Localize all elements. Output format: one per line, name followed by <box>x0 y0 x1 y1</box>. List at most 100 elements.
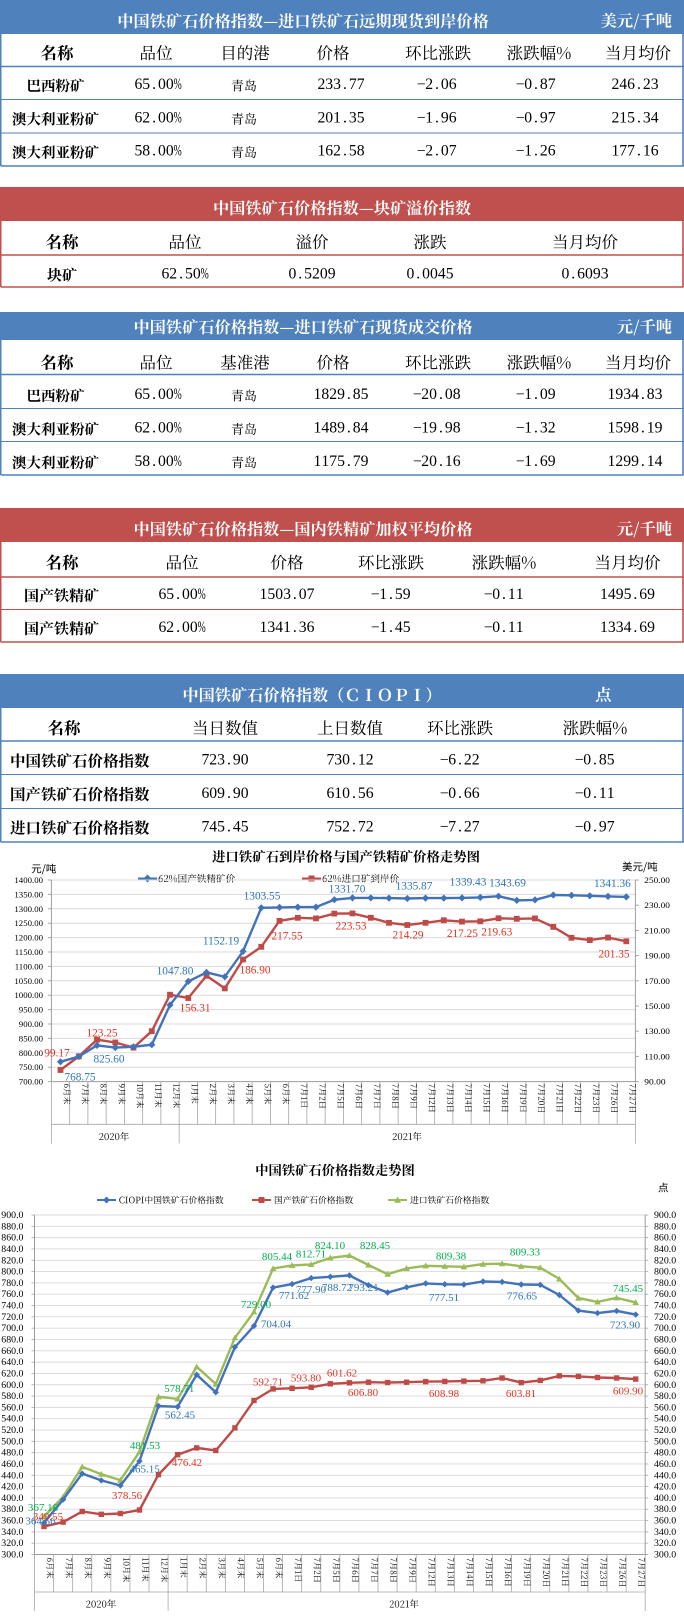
svg-text:.: . <box>179 266 183 283</box>
svg-text:580.0: 580.0 <box>1 1392 24 1402</box>
svg-text:−: − <box>516 143 525 160</box>
svg-text:9: 9 <box>328 266 336 283</box>
svg-text:8: 8 <box>142 143 150 160</box>
svg-text:.: . <box>152 109 156 126</box>
svg-text:9: 9 <box>403 586 411 603</box>
svg-text:745.45: 745.45 <box>613 1283 644 1295</box>
svg-text:900.0: 900.0 <box>1 1211 24 1221</box>
svg-text:−: − <box>413 453 422 470</box>
svg-text:%: % <box>174 75 182 93</box>
svg-text:6: 6 <box>134 419 142 436</box>
svg-text:3: 3 <box>283 586 291 603</box>
svg-text:.: . <box>347 453 351 470</box>
svg-text:−: − <box>371 586 380 603</box>
svg-text:1: 1 <box>260 586 268 603</box>
svg-text:.: . <box>389 586 393 603</box>
svg-text:5: 5 <box>267 586 275 603</box>
svg-text:606.80: 606.80 <box>348 1387 379 1399</box>
svg-text:9: 9 <box>233 752 241 769</box>
svg-text:5: 5 <box>304 266 312 283</box>
svg-text:1050.00: 1050.00 <box>14 976 43 986</box>
svg-text:−: − <box>413 419 422 436</box>
svg-text:2: 2 <box>611 76 619 93</box>
svg-text:0: 0 <box>158 386 166 403</box>
svg-text:0: 0 <box>158 76 166 93</box>
svg-text:%: % <box>198 585 206 603</box>
svg-text:0: 0 <box>445 386 453 403</box>
svg-text:788.72: 788.72 <box>322 1282 352 1294</box>
svg-text:0: 0 <box>166 109 174 126</box>
svg-text:2: 2 <box>142 419 150 436</box>
svg-text:7: 7 <box>548 109 556 126</box>
svg-text:0: 0 <box>429 386 437 403</box>
svg-text:2: 2 <box>329 386 337 403</box>
svg-text:.: . <box>593 785 597 802</box>
svg-text:700.0: 700.0 <box>1 1324 24 1334</box>
svg-text:380.0: 380.0 <box>1 1505 24 1515</box>
svg-text:640.0: 640.0 <box>1 1358 24 1368</box>
svg-text:2: 2 <box>421 386 429 403</box>
svg-text:1: 1 <box>524 386 532 403</box>
svg-text:9: 9 <box>361 453 369 470</box>
svg-text:2: 2 <box>611 109 619 126</box>
svg-text:950.00: 950.00 <box>19 1005 44 1015</box>
svg-text:900.00: 900.00 <box>19 1019 44 1029</box>
svg-text:2: 2 <box>166 619 174 636</box>
svg-text:3: 3 <box>217 752 225 769</box>
svg-text:.: . <box>343 76 347 93</box>
svg-text:562.45: 562.45 <box>165 1410 196 1422</box>
svg-text:−: − <box>413 386 422 403</box>
svg-text:8: 8 <box>453 386 461 403</box>
svg-text:.: . <box>352 819 356 836</box>
svg-text:828.45: 828.45 <box>360 1240 391 1252</box>
svg-text:.: . <box>439 386 443 403</box>
svg-text:1000.00: 1000.00 <box>14 990 43 1000</box>
svg-text:1: 1 <box>600 586 608 603</box>
svg-text:223.53: 223.53 <box>335 920 366 932</box>
svg-text:540.0: 540.0 <box>1 1415 24 1425</box>
svg-text:7: 7 <box>307 586 315 603</box>
svg-text:.: . <box>633 619 637 636</box>
svg-text:2: 2 <box>643 76 651 93</box>
svg-text:1: 1 <box>647 419 655 436</box>
svg-text:8: 8 <box>540 76 548 93</box>
svg-text:0: 0 <box>583 785 591 802</box>
svg-text:480.0: 480.0 <box>654 1449 677 1459</box>
svg-text:9: 9 <box>445 419 453 436</box>
svg-text:−: − <box>440 819 449 836</box>
svg-text:5: 5 <box>357 109 365 126</box>
svg-text:620.0: 620.0 <box>654 1369 677 1379</box>
svg-text:.: . <box>343 109 347 126</box>
svg-text:6: 6 <box>453 453 461 470</box>
svg-text:2: 2 <box>142 109 150 126</box>
svg-text:349.55: 349.55 <box>33 1511 64 1523</box>
svg-text:2: 2 <box>425 143 433 160</box>
svg-text:7: 7 <box>627 143 635 160</box>
svg-text:820.0: 820.0 <box>1 1256 24 1266</box>
svg-text:0: 0 <box>158 453 166 470</box>
svg-text:9: 9 <box>233 785 241 802</box>
svg-text:.: . <box>458 819 462 836</box>
svg-text:8: 8 <box>357 143 365 160</box>
svg-text:0: 0 <box>492 619 500 636</box>
svg-text:1: 1 <box>600 619 608 636</box>
svg-text:.: . <box>435 143 439 160</box>
svg-text:9: 9 <box>548 386 556 403</box>
svg-text:%: % <box>174 141 182 159</box>
svg-text:0: 0 <box>158 109 166 126</box>
svg-text:9: 9 <box>615 386 623 403</box>
svg-text:0: 0 <box>166 76 174 93</box>
svg-text:5: 5 <box>217 819 225 836</box>
svg-text:0: 0 <box>182 619 190 636</box>
svg-text:771.62: 771.62 <box>279 1290 309 1302</box>
svg-text:340.0: 340.0 <box>654 1528 677 1538</box>
svg-text:740.0: 740.0 <box>1 1302 24 1312</box>
svg-text:300.0: 300.0 <box>654 1551 677 1561</box>
svg-text:6: 6 <box>161 266 169 283</box>
svg-text:2: 2 <box>342 819 350 836</box>
svg-text:0: 0 <box>406 266 414 283</box>
svg-text:2: 2 <box>317 109 325 126</box>
svg-text:.: . <box>293 619 297 636</box>
svg-text:578.71: 578.71 <box>164 1383 194 1395</box>
svg-text:.: . <box>293 586 297 603</box>
